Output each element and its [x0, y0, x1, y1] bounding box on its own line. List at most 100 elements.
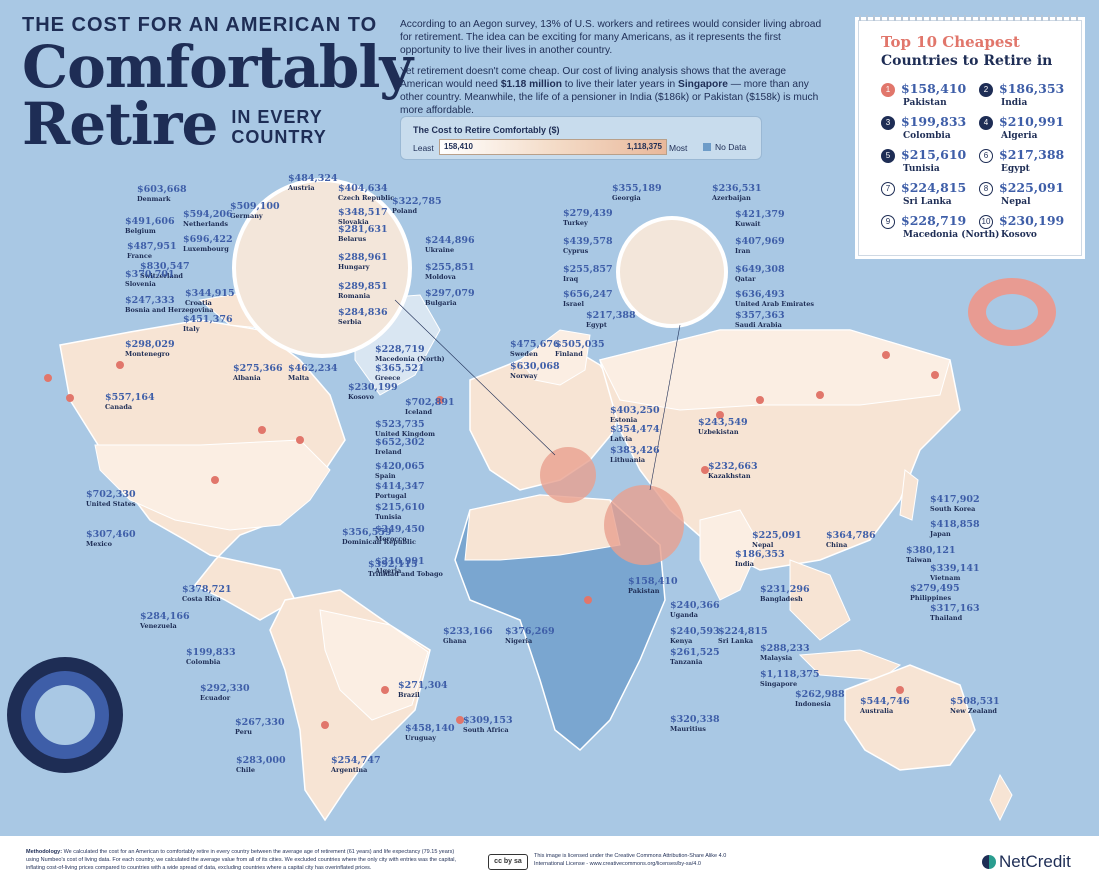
country-label: $487,951 France [127, 242, 177, 261]
country-cost: $288,961 [338, 252, 388, 263]
country-cost: $702,330 [86, 489, 136, 500]
country-cost: $320,338 [670, 714, 720, 725]
rank-badge: 10 [979, 215, 993, 229]
top10-value: $215,610 [901, 147, 967, 162]
country-cost: $262,988 [795, 689, 845, 700]
top10-country: India [1001, 98, 1028, 108]
country-label: $317,163 Thailand [930, 604, 980, 623]
country-label: $240,366 Uganda [670, 601, 720, 620]
country-cost: $376,269 [505, 626, 555, 637]
country-cost: $417,902 [930, 494, 980, 505]
country-label: $420,065 Spain [375, 462, 425, 481]
top10-country: Sri Lanka [903, 197, 952, 207]
title-retire: Retire [22, 90, 218, 158]
top10-value: $186,353 [999, 81, 1065, 96]
top10-item: 1 $158,410 Pakistan [881, 81, 981, 113]
country-label: $309,153 South Africa [463, 716, 513, 735]
top10-item: 6 $217,388 Egypt [979, 147, 1079, 179]
country-label: $261,525 Tanzania [670, 647, 720, 667]
country-label: $279,495 Philippines [910, 584, 960, 603]
country-cost: $261,525 [670, 647, 720, 658]
country-cost: $217,388 [586, 310, 636, 321]
country-cost: $418,858 [930, 519, 980, 530]
country-cost: $232,663 [708, 461, 758, 472]
title-in-every-country: IN EVERY COUNTRY [231, 107, 327, 147]
top10-item: 2 $186,353 India [979, 81, 1079, 113]
top10-item: 4 $210,991 Algeria [979, 114, 1079, 146]
country-label: $364,786 China [826, 531, 876, 550]
country-label: $243,549 Uzbekistan [698, 418, 748, 437]
country-name: Poland [392, 207, 418, 215]
country-cost: $421,379 [735, 209, 785, 220]
country-name: Italy [183, 325, 200, 333]
country-name: Ecuador [200, 694, 231, 702]
top10-country: Pakistan [903, 98, 947, 108]
country-label: $210,991 Algeria [375, 556, 425, 576]
country-cost: $283,000 [236, 755, 286, 766]
title-block: THE COST FOR AN AMERICAN TO Comfortably … [22, 14, 413, 158]
country-label: $186,353 India [735, 550, 785, 569]
country-label: $603,668 Denmark [137, 185, 187, 204]
country-cost: $475,676 [510, 339, 560, 350]
country-name: Albania [233, 374, 261, 382]
country-label: $255,857 Iraq [563, 265, 613, 284]
country-label: $275,366 Albania [233, 364, 283, 383]
country-cost: $378,721 [182, 584, 232, 595]
country-name: United States [86, 500, 136, 508]
country-label: $354,474 Latvia [610, 425, 660, 444]
country-cost: $649,308 [735, 264, 785, 275]
top10-item: 5 $215,610 Tunisia [881, 147, 981, 179]
country-name: United Arab Emirates [735, 300, 815, 308]
country-name: South Africa [463, 726, 509, 734]
country-name: Trinidad and Tobago [368, 570, 443, 578]
top10-country: Nepal [1001, 197, 1031, 207]
country-cost: $199,833 [186, 647, 236, 658]
country-name: Norway [510, 372, 538, 380]
country-cost: $702,891 [405, 397, 455, 408]
country-label: $484,324 Austria [288, 174, 338, 193]
country-cost: $696,422 [183, 234, 233, 245]
country-name: Thailand [930, 614, 963, 622]
country-name: Australia [860, 707, 894, 715]
country-label: $830,547 Switzerland [140, 262, 190, 281]
country-name: Slovakia [338, 218, 369, 226]
middle-east-zoom-circle [616, 216, 728, 328]
country-cost: $383,426 [610, 445, 660, 456]
country-cost: $1,118,375 [760, 669, 820, 680]
country-name: Belarus [338, 235, 367, 243]
country-label: $307,460 Mexico [86, 530, 136, 549]
country-cost: $289,851 [338, 281, 388, 292]
country-name: Nepal [752, 541, 774, 549]
country-cost: $439,578 [563, 236, 613, 247]
country-cost: $233,166 [443, 626, 493, 637]
country-label: $320,338 Mauritius [670, 714, 720, 734]
rank-badge: 3 [881, 116, 895, 130]
country-name: Kazakhstan [708, 472, 751, 480]
creative-commons-icon: cc by sa [488, 854, 528, 870]
world-map [7, 178, 1056, 822]
country-name: Turkey [563, 219, 588, 227]
country-cost: $322,785 [392, 196, 442, 207]
country-label: $451,376 Italy [183, 315, 233, 334]
top10-value: $158,410 [901, 81, 967, 96]
top10-cheapest-card: Top 10 Cheapest Countries to Retire in 1… [858, 15, 1082, 256]
legend-max-value: 1,118,375 [626, 142, 662, 151]
japan-islands [899, 469, 919, 521]
country-cost: $210,991 [375, 556, 425, 567]
country-label: $262,988 Indonesia [795, 689, 845, 709]
top10-country: Macedonia (North) [903, 230, 1000, 240]
country-cost: $236,531 [712, 183, 762, 194]
country-label: $233,166 Ghana [443, 626, 493, 646]
country-label: $376,269 Nigeria [505, 626, 555, 646]
country-label: $281,631 Belarus [338, 225, 388, 244]
country-cost: $357,363 [735, 310, 785, 321]
country-name: Georgia [612, 194, 641, 202]
country-name: Greece [375, 374, 401, 382]
country-label: $298,029 Montenegro [125, 340, 175, 359]
country-label: $288,961 Hungary [338, 252, 388, 272]
country-label: $656,247 Israel [563, 290, 613, 309]
country-label: $1,118,375 Singapore [760, 669, 820, 689]
southeast-asia [789, 559, 851, 641]
rank-badge: 5 [881, 149, 895, 163]
country-name: Qatar [735, 275, 756, 283]
